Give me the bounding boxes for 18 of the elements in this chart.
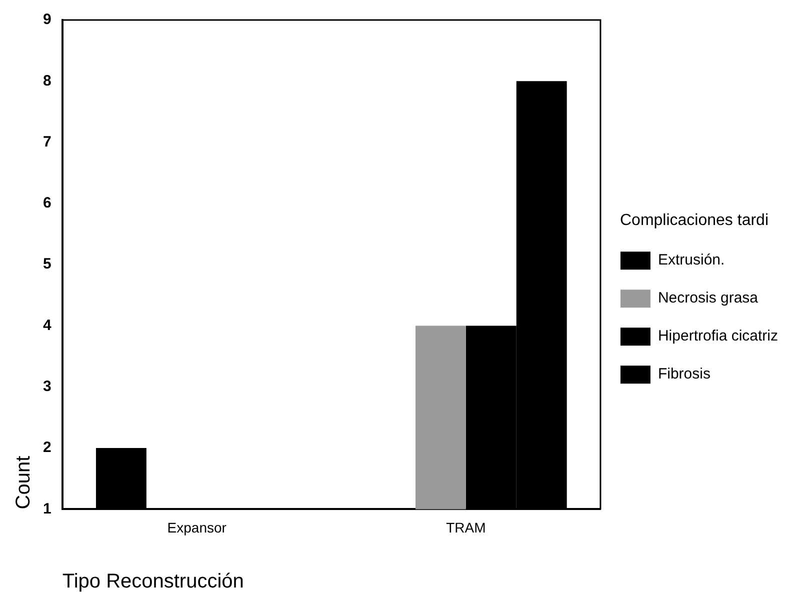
y-tick-label: 8 [43, 72, 52, 90]
legend-title: Complicaciones tardi [620, 212, 768, 229]
y-tick-label: 6 [43, 194, 52, 212]
legend-label: Fibrosis [658, 366, 710, 383]
legend-label: Hipertrofia cicatriz [658, 328, 778, 345]
legend-label: Necrosis grasa [658, 290, 759, 307]
x-tick-label: TRAM [446, 519, 486, 536]
x-axis-title: Tipo Reconstrucción [62, 570, 244, 593]
y-tick-label: 4 [43, 316, 52, 334]
y-axis-title: Count [12, 455, 35, 510]
legend-label: Extrusión. [658, 252, 725, 269]
y-tick-label: 3 [43, 378, 52, 396]
y-tick-label: 2 [43, 439, 52, 456]
y-tick-label: 9 [43, 11, 52, 28]
y-tick-label: 5 [43, 256, 52, 273]
y-tick-label: 1 [43, 500, 52, 518]
y-tick-label: 7 [43, 133, 52, 150]
x-tick-label: Expansor [167, 519, 227, 536]
